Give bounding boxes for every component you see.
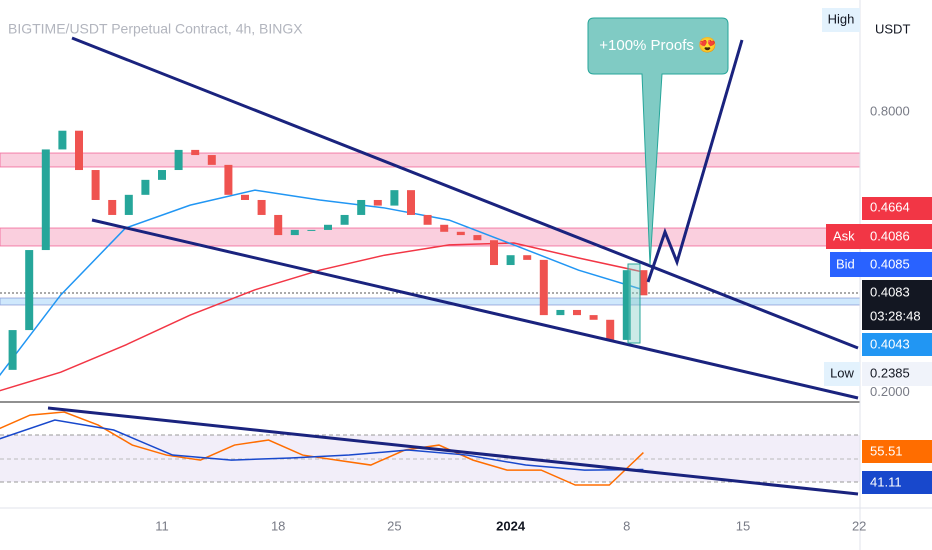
tag-bg	[862, 362, 932, 386]
callout	[587, 17, 729, 266]
candle	[290, 229, 299, 236]
rsi-ma-tag: 41.11	[870, 474, 902, 489]
x-tick-label: 15	[736, 518, 750, 533]
candle	[556, 309, 565, 316]
candle	[8, 330, 17, 370]
highlight-box	[627, 263, 641, 344]
candle	[274, 214, 283, 236]
candle	[373, 199, 382, 206]
low-box	[824, 362, 860, 386]
candle	[324, 224, 332, 230]
candle	[606, 319, 615, 340]
last-price: 0.4083	[870, 284, 910, 299]
tag-bg	[862, 197, 932, 220]
x-tick-label: 18	[271, 518, 285, 533]
tag-bg	[862, 440, 932, 463]
rsi-tag: 55.51	[870, 443, 903, 458]
candle	[91, 170, 100, 200]
currency: USDT	[875, 21, 910, 36]
rsi-trendline	[47, 406, 859, 496]
candle	[423, 214, 432, 225]
fast-ma	[0, 189, 644, 377]
candle	[390, 190, 399, 206]
ask-label: Ask	[833, 228, 855, 243]
rsi-pane	[0, 434, 860, 483]
ma-tag: 0.4043	[870, 336, 910, 351]
rsi-lines	[0, 411, 644, 486]
candle	[340, 214, 349, 225]
resistance-zone	[0, 227, 861, 247]
candle	[589, 315, 598, 320]
drawings: +100% Proofs 😍	[71, 17, 859, 400]
low-tag: 0.2385	[870, 365, 910, 380]
projection	[646, 39, 744, 283]
candle	[158, 170, 166, 180]
candle	[25, 250, 34, 331]
bid-tag: 0.4085	[870, 256, 910, 271]
price-tags: 0.4664 Ask 0.4086 Bid 0.4085 0.4083 03:2…	[824, 197, 932, 494]
candle	[473, 235, 482, 241]
y-tick-label: 0.2000	[870, 384, 910, 399]
candle	[224, 164, 233, 195]
candle	[58, 130, 67, 150]
candle	[490, 240, 498, 266]
candle	[191, 149, 200, 156]
callout-text: +100% Proofs 😍	[599, 36, 717, 54]
candle	[174, 149, 183, 171]
candle	[639, 270, 648, 296]
trendline	[71, 36, 859, 350]
candle	[257, 199, 266, 215]
candle	[523, 255, 532, 260]
y-tick-label: 0.8000	[870, 103, 910, 118]
candle	[622, 270, 631, 340]
x-tick-label: 22	[852, 518, 866, 533]
candle	[124, 194, 133, 215]
candle	[307, 229, 316, 231]
trendline	[91, 218, 859, 400]
chart-title: BIGTIME/USDT Perpetual Contract, 4h, BIN…	[8, 21, 303, 37]
x-tick-label: 8	[623, 518, 630, 533]
tag-bg	[826, 224, 932, 249]
candle	[506, 255, 515, 266]
candle	[456, 231, 465, 236]
x-tick-label: 11	[155, 518, 169, 533]
slow-ma	[0, 242, 644, 392]
low-label: Low	[830, 365, 854, 380]
countdown: 03:28:48	[870, 308, 921, 323]
candle	[41, 149, 50, 251]
high-label: High	[828, 11, 855, 26]
candle	[357, 199, 366, 215]
level-tag: 0.4664	[870, 199, 910, 214]
tag-bg	[862, 280, 932, 330]
candle	[573, 309, 581, 316]
tag-bg	[862, 333, 932, 356]
candle	[440, 224, 449, 232]
candle	[407, 190, 415, 215]
candle	[241, 194, 249, 200]
tag-bg	[862, 471, 932, 494]
candle	[207, 155, 216, 165]
candle	[75, 130, 83, 171]
high-box	[822, 8, 860, 32]
rsi-ma-line	[0, 419, 644, 471]
resistance-zone	[0, 152, 861, 168]
bid-label: Bid	[836, 256, 855, 271]
ask-tag: 0.4086	[870, 228, 910, 243]
x-tick-label: 2024	[496, 518, 526, 533]
price-pane	[0, 130, 648, 392]
candle	[108, 199, 117, 215]
candle	[141, 179, 150, 195]
tag-bg	[830, 252, 932, 277]
x-tick-label: 25	[387, 518, 401, 533]
candle	[539, 259, 548, 316]
